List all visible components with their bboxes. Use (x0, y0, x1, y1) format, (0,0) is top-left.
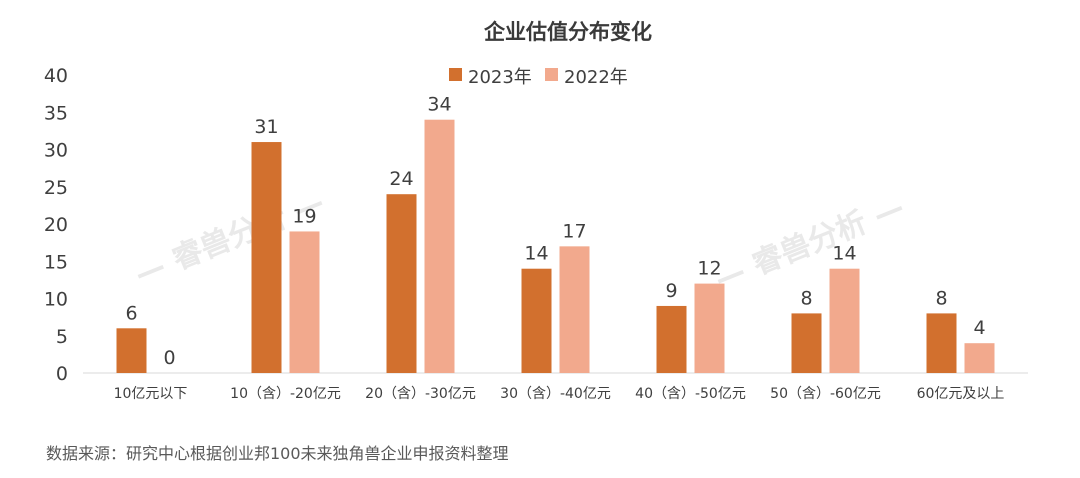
legend: 2023年 2022年 (449, 67, 628, 88)
data-label: 0 (163, 347, 175, 369)
source-note: 数据来源：研究中心根据创业邦100未来独角兽企业申报资料整理 (46, 444, 509, 463)
data-label: 24 (389, 168, 413, 190)
bar-2022年-6 (964, 343, 995, 373)
data-label: 31 (254, 116, 278, 138)
x-tick-label: 20（含）-30亿元 (365, 386, 476, 402)
y-tick-label: 35 (44, 102, 68, 124)
bar-2023年-6 (926, 313, 957, 373)
data-labels: 6 0 31 19 24 34 14 17 9 12 8 14 8 4 (125, 94, 985, 369)
x-tick-label: 40（含）-50亿元 (635, 386, 746, 402)
legend-label-2022: 2022年 (564, 67, 628, 88)
y-tick-label: 30 (44, 140, 68, 162)
data-label: 8 (935, 287, 947, 309)
bar-2022年-2 (424, 119, 455, 373)
watermark-layer: — 睿兽分析 — — 睿兽分析 — (130, 185, 909, 298)
bar-2022年-1 (289, 231, 320, 373)
y-tick-label: 5 (56, 326, 68, 348)
bar-2023年-4 (656, 305, 687, 373)
y-tick-label: 0 (56, 363, 68, 385)
data-label: 9 (665, 280, 677, 302)
y-tick-label: 40 (44, 65, 68, 87)
bar-2022年-3 (559, 246, 590, 373)
data-label: 6 (125, 302, 137, 324)
x-tick-label: 50（含）-60亿元 (770, 386, 881, 402)
watermark-right: — 睿兽分析 — (710, 190, 909, 298)
bar-2023年-5 (791, 313, 822, 373)
y-tick-label: 20 (44, 214, 68, 236)
y-tick-label: 10 (44, 289, 68, 311)
x-tick-label: 60亿元及以上 (917, 386, 1005, 402)
x-tick-label: 30（含）-40亿元 (500, 386, 611, 402)
data-label: 4 (973, 317, 985, 339)
bar-2022年-4 (694, 283, 725, 373)
data-label: 12 (697, 258, 721, 280)
data-label: 14 (524, 243, 548, 265)
bars (116, 119, 995, 373)
y-tick-label: 25 (44, 177, 68, 199)
bar-2023年-2 (386, 194, 417, 373)
bar-2022年-5 (829, 268, 860, 373)
data-label: 34 (427, 94, 451, 116)
legend-label-2023: 2023年 (468, 67, 532, 88)
data-label: 8 (800, 287, 812, 309)
data-label: 19 (292, 205, 316, 227)
chart-title: 企业估值分布变化 (483, 20, 652, 44)
x-tick-label: 10亿元以下 (114, 386, 188, 402)
legend-swatch-2022 (545, 68, 558, 81)
y-tick-label: 15 (44, 251, 68, 273)
bar-2023年-1 (251, 142, 282, 373)
data-label: 17 (562, 220, 586, 242)
legend-swatch-2023 (449, 68, 462, 81)
x-tick-label: 10（含）-20亿元 (230, 386, 341, 402)
y-axis: 0 5 10 15 20 25 30 35 40 (44, 65, 68, 385)
bar-2023年-0 (116, 328, 147, 373)
x-axis: 10亿元以下 10（含）-20亿元 20（含）-30亿元 30（含）-40亿元 40（含… (114, 386, 1005, 402)
data-label: 14 (832, 243, 856, 265)
bar-2023年-3 (521, 268, 552, 373)
